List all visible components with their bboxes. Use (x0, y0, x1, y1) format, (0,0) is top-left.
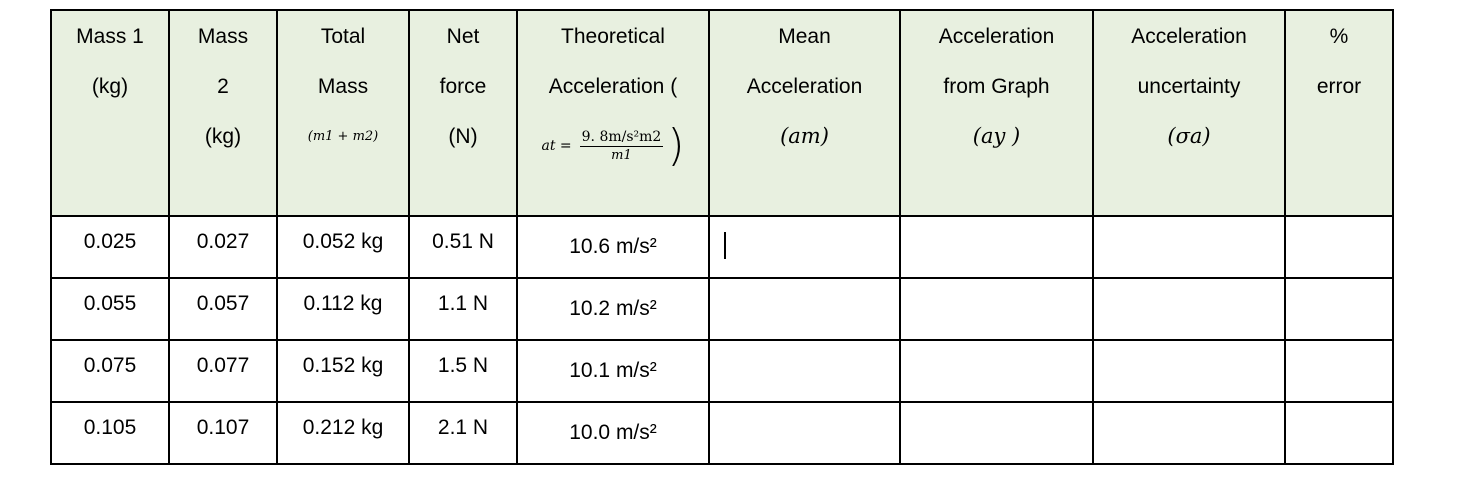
header-text: Mass 1 (76, 25, 144, 48)
cell-mass1[interactable]: 0.075 (50, 339, 170, 403)
header-theoretical: Theoretical Acceleration ( at = 9. 8m/s²… (516, 9, 710, 217)
header-text: Acceleration (746, 75, 863, 98)
cell-total-mass[interactable]: 0.112 kg (276, 277, 410, 341)
cell-total-mass[interactable]: 0.212 kg (276, 401, 410, 465)
cell-uncertainty[interactable] (1092, 401, 1286, 465)
cell-mean[interactable] (708, 277, 901, 341)
cell-total-mass[interactable]: 0.052 kg (276, 215, 410, 279)
table-row: 0.055 0.057 0.112 kg 1.1 N 10.2 m/s² (50, 277, 1394, 341)
header-text: Acceleration (938, 25, 1055, 48)
cell-error[interactable] (1284, 401, 1394, 465)
header-text: (kg) (91, 75, 129, 98)
cell-mean[interactable] (708, 339, 901, 403)
header-text: from Graph (943, 75, 1050, 98)
header-total-mass: Total Mass (m1 + m2) (276, 9, 410, 217)
header-math: (am) (780, 124, 829, 148)
cell-mean[interactable] (708, 215, 901, 279)
header-net-force: Net force (N) (408, 9, 518, 217)
formula-numerator: 9. 8m/s²m2 (579, 129, 664, 147)
header-math: (ay ) (972, 124, 1021, 148)
table-row: 0.025 0.027 0.052 kg 0.51 N 10.6 m/s² (50, 215, 1394, 279)
cell-error[interactable] (1284, 339, 1394, 403)
header-text: Theoretical (561, 25, 665, 48)
cell-error[interactable] (1284, 277, 1394, 341)
formula-fraction: 9. 8m/s²m2 m1 (579, 129, 664, 163)
header-text: Mean (778, 25, 831, 48)
cell-net-force[interactable]: 1.5 N (408, 339, 518, 403)
header-mass2: Mass 2 (kg) (168, 9, 278, 217)
formula-denominator: m1 (611, 148, 632, 163)
header-text: Acceleration ( (548, 75, 678, 98)
cell-net-force[interactable]: 0.51 N (408, 215, 518, 279)
cell-graph[interactable] (899, 215, 1094, 279)
cell-theoretical[interactable]: 10.6 m/s² (516, 215, 710, 279)
table-row: 0.075 0.077 0.152 kg 1.5 N 10.1 m/s² (50, 339, 1394, 403)
cell-mass1[interactable]: 0.025 (50, 215, 170, 279)
cell-uncertainty[interactable] (1092, 215, 1286, 279)
header-math: (m1 + m2) (307, 129, 379, 144)
cell-error[interactable] (1284, 215, 1394, 279)
formula-lhs: at = (541, 138, 572, 154)
table-row: 0.105 0.107 0.212 kg 2.1 N 10.0 m/s² (50, 401, 1394, 465)
closing-paren: ) (667, 120, 685, 171)
cell-theoretical[interactable]: 10.1 m/s² (516, 339, 710, 403)
cell-mass2[interactable]: 0.027 (168, 215, 278, 279)
theoretical-formula: at = 9. 8m/s²m2 m1 ) (541, 120, 685, 171)
header-text: Total (320, 25, 366, 48)
cell-mass2[interactable]: 0.057 (168, 277, 278, 341)
header-text: (kg) (204, 125, 242, 148)
header-text: uncertainty (1137, 75, 1241, 98)
header-text: Acceleration (1131, 25, 1247, 48)
cell-net-force[interactable]: 2.1 N (408, 401, 518, 465)
text-cursor (724, 232, 726, 259)
cell-graph[interactable] (899, 277, 1094, 341)
cell-mass2[interactable]: 0.077 (168, 339, 278, 403)
header-text: error (1316, 75, 1362, 98)
cell-net-force[interactable]: 1.1 N (408, 277, 518, 341)
cell-theoretical[interactable]: 10.0 m/s² (516, 401, 710, 465)
cell-uncertainty[interactable] (1092, 277, 1286, 341)
header-math: (σa) (1167, 124, 1211, 148)
header-text: force (439, 75, 487, 98)
header-acceleration-uncertainty: Acceleration uncertainty (σa) (1092, 9, 1286, 217)
cell-theoretical[interactable]: 10.2 m/s² (516, 277, 710, 341)
header-text: 2 (217, 75, 229, 98)
cell-mass2[interactable]: 0.107 (168, 401, 278, 465)
header-graph-acceleration: Acceleration from Graph (ay ) (899, 9, 1094, 217)
cell-mean[interactable] (708, 401, 901, 465)
cell-mass1[interactable]: 0.055 (50, 277, 170, 341)
cell-total-mass[interactable]: 0.152 kg (276, 339, 410, 403)
header-row: Mass 1 (kg) Mass 2 (kg) Total Mass (m1 +… (50, 9, 1394, 217)
header-text: Mass (317, 75, 369, 98)
header-mean-acceleration: Mean Acceleration (am) (708, 9, 901, 217)
cell-mass1[interactable]: 0.105 (50, 401, 170, 465)
header-percent-error: % error (1284, 9, 1394, 217)
header-text: (N) (448, 125, 478, 148)
header-text: % (1329, 25, 1349, 48)
header-mass1: Mass 1 (kg) (50, 9, 170, 217)
header-text: Mass (197, 25, 249, 48)
cell-uncertainty[interactable] (1092, 339, 1286, 403)
cell-graph[interactable] (899, 401, 1094, 465)
header-text: Net (446, 25, 480, 48)
data-table: Mass 1 (kg) Mass 2 (kg) Total Mass (m1 +… (50, 9, 1394, 465)
cell-graph[interactable] (899, 339, 1094, 403)
